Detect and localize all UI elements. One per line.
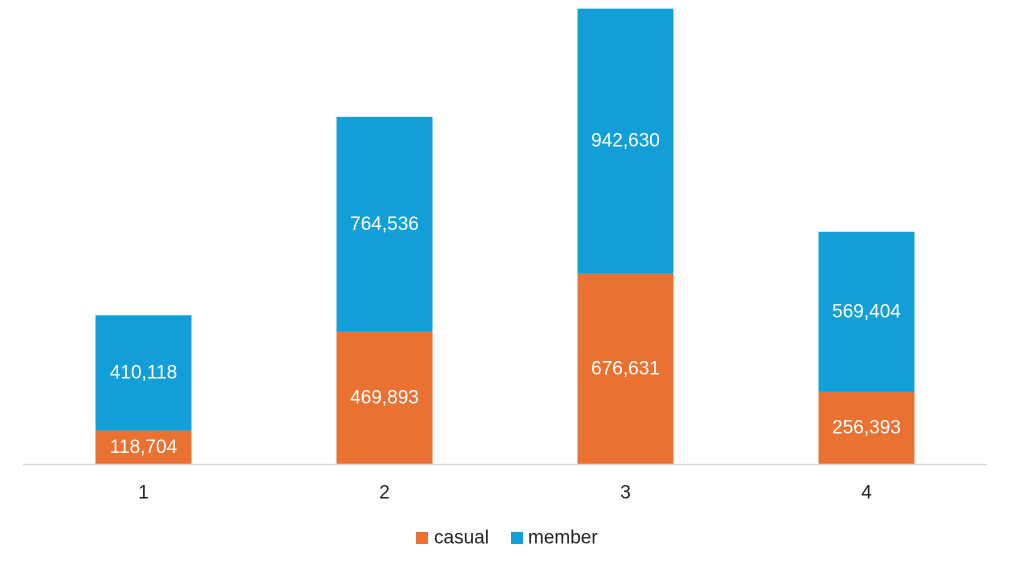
legend: casual member <box>416 528 598 549</box>
data-label-member-2: 764,536 <box>350 214 419 235</box>
bar-member-2 <box>336 116 433 332</box>
legend-label-casual: casual <box>434 528 489 549</box>
data-label-casual-3: 676,631 <box>591 358 660 379</box>
bar-member-3 <box>577 8 674 274</box>
bar-casual-4 <box>818 391 915 464</box>
data-label-member-1: 410,118 <box>110 362 177 383</box>
x-tick-label-4: 4 <box>861 483 872 504</box>
legend-swatch-casual <box>416 532 428 544</box>
data-label-member-3: 942,630 <box>591 131 660 152</box>
x-tick-label-3: 3 <box>620 483 631 504</box>
bar-member-4 <box>818 231 915 392</box>
bars-layer: 118,704 410,118 469,893 764,536 676,631 942,6… <box>95 8 915 464</box>
data-label-member-4: 569,404 <box>832 301 901 322</box>
bar-member-1 <box>95 315 192 431</box>
x-tick-label-1: 1 <box>138 483 149 504</box>
data-label-casual-4: 256,393 <box>832 417 901 438</box>
bar-casual-1 <box>95 430 192 464</box>
bar-casual-3 <box>577 273 674 464</box>
legend-label-member: member <box>528 528 598 549</box>
x-tick-label-2: 2 <box>379 483 390 504</box>
legend-swatch-member <box>511 532 523 544</box>
data-label-casual-1: 118,704 <box>110 437 178 458</box>
x-tick-labels: 1 2 3 4 <box>138 483 872 504</box>
bar-casual-2 <box>336 331 433 464</box>
data-label-casual-2: 469,893 <box>350 387 419 408</box>
